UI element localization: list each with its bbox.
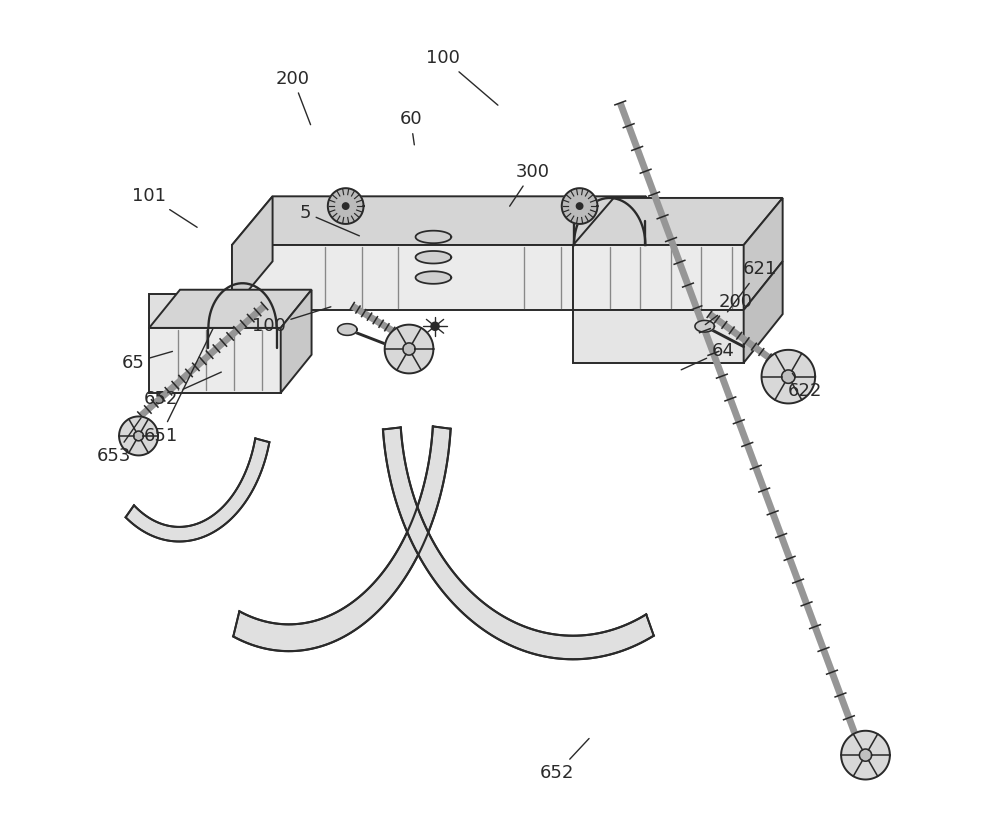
Polygon shape <box>416 271 451 284</box>
Text: 200: 200 <box>705 293 753 324</box>
Polygon shape <box>328 188 364 224</box>
Polygon shape <box>233 426 451 651</box>
Polygon shape <box>859 749 872 761</box>
Polygon shape <box>562 188 597 224</box>
Polygon shape <box>149 328 281 393</box>
Text: 101: 101 <box>132 187 197 227</box>
Text: 621: 621 <box>727 261 777 312</box>
Polygon shape <box>762 350 815 403</box>
Polygon shape <box>281 289 312 393</box>
Text: 651: 651 <box>143 328 213 445</box>
Polygon shape <box>573 310 744 363</box>
Polygon shape <box>385 324 433 373</box>
Polygon shape <box>119 416 158 456</box>
Polygon shape <box>342 203 349 209</box>
Text: 200: 200 <box>276 69 311 125</box>
Polygon shape <box>383 427 654 659</box>
Text: 652: 652 <box>143 372 221 408</box>
Polygon shape <box>576 203 583 209</box>
Polygon shape <box>149 289 312 328</box>
Polygon shape <box>782 370 795 383</box>
Text: 100: 100 <box>426 49 498 105</box>
Polygon shape <box>149 293 281 328</box>
Polygon shape <box>232 196 646 245</box>
Text: 652: 652 <box>540 738 589 782</box>
Polygon shape <box>695 320 714 333</box>
Text: 5: 5 <box>299 204 359 236</box>
Polygon shape <box>744 262 783 363</box>
Text: 100: 100 <box>252 306 331 335</box>
Polygon shape <box>126 438 269 541</box>
Text: 622: 622 <box>787 373 822 400</box>
Polygon shape <box>431 322 439 330</box>
Polygon shape <box>134 431 143 441</box>
Polygon shape <box>338 324 357 335</box>
Polygon shape <box>403 343 415 355</box>
Polygon shape <box>232 196 273 310</box>
Text: 65: 65 <box>121 351 172 372</box>
Polygon shape <box>573 245 744 310</box>
Polygon shape <box>606 196 646 310</box>
Polygon shape <box>416 251 451 263</box>
Text: 653: 653 <box>97 418 141 465</box>
Polygon shape <box>573 198 783 245</box>
Text: 60: 60 <box>399 110 422 145</box>
Polygon shape <box>416 231 451 243</box>
Text: 64: 64 <box>681 341 735 370</box>
Polygon shape <box>744 198 783 310</box>
Polygon shape <box>841 731 890 779</box>
Polygon shape <box>232 245 606 310</box>
Text: 300: 300 <box>510 163 549 206</box>
